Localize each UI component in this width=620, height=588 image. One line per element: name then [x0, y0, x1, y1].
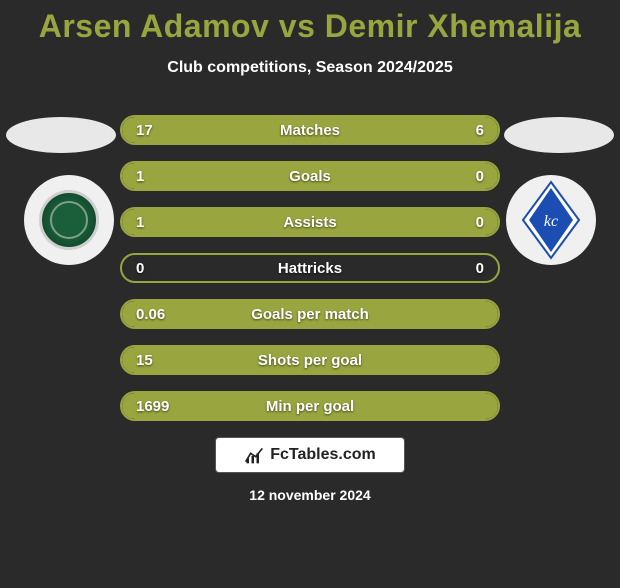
subtitle: Club competitions, Season 2024/2025 [0, 59, 620, 77]
stat-bar: 15Shots per goal [120, 345, 500, 375]
brand-badge[interactable]: FcTables.com [215, 437, 405, 473]
stat-label: Assists [122, 209, 498, 235]
stat-label: Goals per match [122, 301, 498, 327]
stat-value-right: 0 [476, 163, 484, 189]
player-photo-left-placeholder [6, 117, 116, 153]
club-crest-right: kc [506, 175, 596, 265]
chart-icon [244, 445, 264, 465]
stat-label: Matches [122, 117, 498, 143]
stat-value-right: 0 [476, 209, 484, 235]
stat-bars: 17Matches61Goals01Assists00Hattricks00.0… [120, 97, 500, 421]
player-photo-right-placeholder [504, 117, 614, 153]
stat-label: Hattricks [122, 255, 498, 281]
stat-bar: 1Goals0 [120, 161, 500, 191]
brand-label: FcTables.com [270, 446, 376, 464]
stat-bar: 0Hattricks0 [120, 253, 500, 283]
comparison-panel: kc 17Matches61Goals01Assists00Hattricks0… [0, 97, 620, 421]
stat-bar: 1Assists0 [120, 207, 500, 237]
stat-value-right: 0 [476, 255, 484, 281]
terek-crest-icon [39, 190, 99, 250]
stat-bar: 17Matches6 [120, 115, 500, 145]
club-crest-left [24, 175, 114, 265]
krylya-crest-icon: kc [521, 180, 581, 260]
stat-value-right: 6 [476, 117, 484, 143]
stat-bar: 1699Min per goal [120, 391, 500, 421]
page-title: Arsen Adamov vs Demir Xhemalija [0, 8, 620, 45]
stat-bar: 0.06Goals per match [120, 299, 500, 329]
footer-date: 12 november 2024 [0, 487, 620, 503]
stat-label: Goals [122, 163, 498, 189]
svg-text:kc: kc [544, 213, 558, 230]
stat-label: Shots per goal [122, 347, 498, 373]
stat-label: Min per goal [122, 393, 498, 419]
